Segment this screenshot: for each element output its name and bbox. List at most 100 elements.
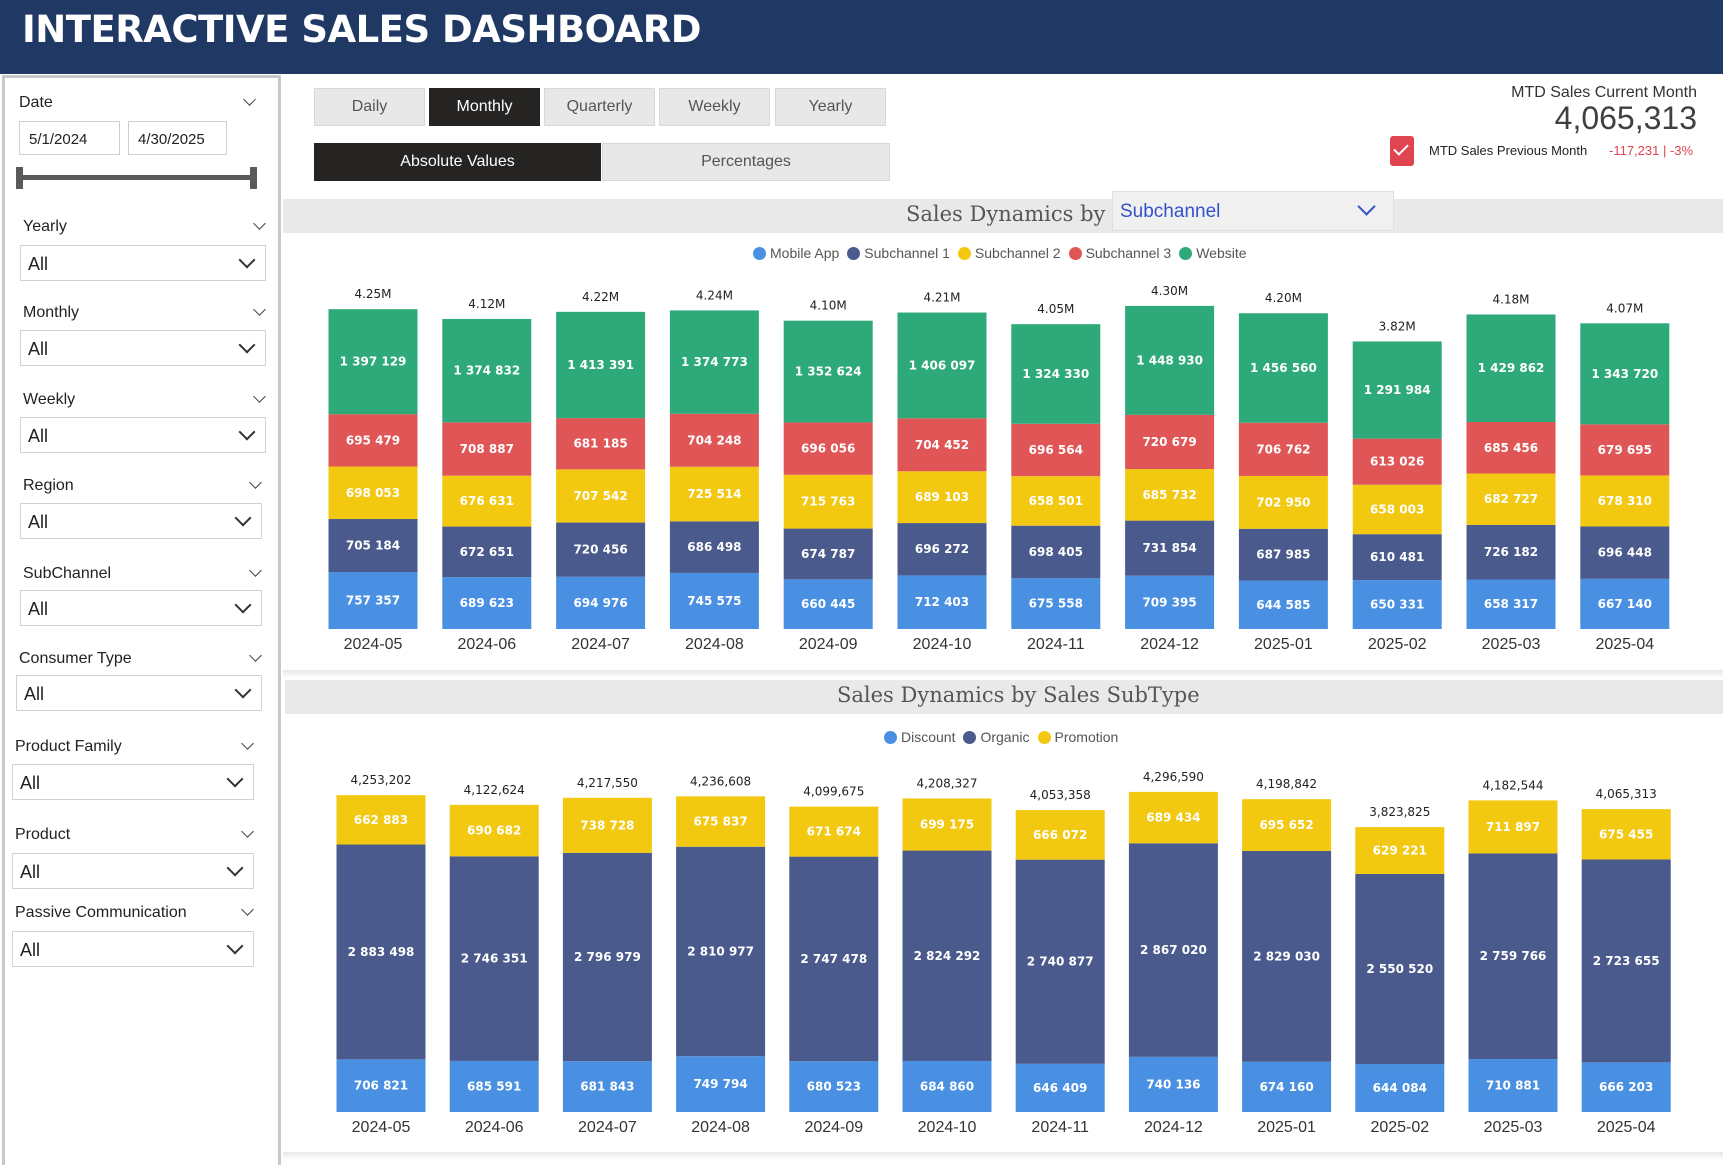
bar-segment-discount[interactable] (1581, 1062, 1671, 1112)
bar-segment-promotion[interactable] (676, 796, 766, 847)
bar-segment-subchannel-3[interactable] (1125, 414, 1215, 470)
bar-segment-mobile-app[interactable] (669, 572, 759, 629)
tab-quarterly[interactable]: Quarterly (544, 88, 655, 126)
bar-segment-mobile-app[interactable] (556, 576, 646, 629)
bar-segment-website[interactable] (783, 320, 873, 423)
bar-segment-organic[interactable] (789, 856, 879, 1062)
bar-segment-promotion[interactable] (1355, 827, 1445, 875)
bar-segment-subchannel-1[interactable] (897, 523, 987, 576)
bar-segment-website[interactable] (1011, 324, 1101, 424)
date-start-input[interactable]: 5/1/2024 (19, 121, 120, 155)
weekly-select[interactable]: All (20, 417, 266, 453)
bar-segment-subchannel-3[interactable] (1238, 422, 1328, 476)
bar-segment-promotion[interactable] (902, 798, 992, 851)
bar-segment-website[interactable] (1580, 323, 1670, 425)
bar-segment-mobile-app[interactable] (897, 575, 987, 629)
bar-segment-organic[interactable] (1128, 843, 1218, 1057)
bar-segment-promotion[interactable] (562, 797, 652, 853)
bar-segment-subchannel-3[interactable] (897, 418, 987, 472)
bar-segment-discount[interactable] (1468, 1059, 1558, 1112)
bar-segment-subchannel-3[interactable] (783, 422, 873, 475)
tab-percentages[interactable]: Percentages (602, 143, 890, 181)
bar-segment-website[interactable] (669, 310, 759, 414)
chevron-down-icon[interactable] (241, 825, 254, 838)
bar-segment-subchannel-1[interactable] (328, 519, 418, 573)
bar-segment-discount[interactable] (676, 1056, 766, 1112)
bar-segment-subchannel-2[interactable] (1580, 475, 1670, 527)
tab-weekly[interactable]: Weekly (659, 88, 770, 126)
bar-segment-discount[interactable] (336, 1059, 426, 1112)
bar-segment-mobile-app[interactable] (783, 579, 873, 629)
legend-item[interactable]: Subchannel 3 (1068, 245, 1171, 261)
bar-segment-discount[interactable] (449, 1060, 539, 1112)
bar-segment-promotion[interactable] (1242, 799, 1332, 852)
date-range-slider[interactable] (21, 175, 257, 180)
bar-segment-mobile-app[interactable] (1466, 579, 1556, 629)
bar-segment-subchannel-3[interactable] (1580, 424, 1670, 476)
bar-segment-subchannel-1[interactable] (1352, 534, 1442, 581)
passive-communication-select[interactable]: All (12, 931, 254, 967)
bar-segment-mobile-app[interactable] (1125, 575, 1215, 629)
bar-segment-subchannel-1[interactable] (669, 521, 759, 573)
region-select[interactable]: All (20, 503, 262, 539)
bar-segment-subchannel-2[interactable] (669, 466, 759, 522)
bar-segment-mobile-app[interactable] (1011, 578, 1101, 629)
bar-segment-subchannel-3[interactable] (1352, 438, 1442, 485)
consumer-type-select[interactable]: All (16, 675, 262, 711)
product-select[interactable]: All (12, 853, 254, 889)
slider-start-handle[interactable] (16, 167, 23, 189)
legend-item[interactable]: Promotion (1037, 729, 1118, 745)
bar-segment-subchannel-2[interactable] (1466, 473, 1556, 525)
bar-segment-website[interactable] (1238, 313, 1328, 423)
bar-segment-promotion[interactable] (1128, 791, 1218, 844)
bar-segment-subchannel-3[interactable] (1011, 423, 1101, 477)
bar-segment-subchannel-2[interactable] (556, 469, 646, 523)
legend-item[interactable]: Mobile App (753, 245, 839, 261)
bar-segment-discount[interactable] (1128, 1056, 1218, 1112)
bar-segment-subchannel-3[interactable] (328, 414, 418, 467)
bar-segment-organic[interactable] (1355, 874, 1445, 1065)
legend-item[interactable]: Subchannel 1 (847, 245, 950, 261)
bar-segment-subchannel-2[interactable] (1125, 469, 1215, 521)
tab-monthly[interactable]: Monthly (429, 88, 540, 126)
tab-absolute-values[interactable]: Absolute Values (314, 143, 601, 181)
date-end-input[interactable]: 4/30/2025 (128, 121, 227, 155)
bar-segment-subchannel-2[interactable] (328, 466, 418, 520)
bar-segment-promotion[interactable] (336, 795, 426, 845)
bar-segment-subchannel-1[interactable] (442, 526, 532, 578)
bar-segment-organic[interactable] (1242, 851, 1332, 1062)
chevron-down-icon[interactable] (241, 903, 254, 916)
chevron-down-icon[interactable] (253, 390, 266, 403)
bar-segment-promotion[interactable] (1015, 810, 1105, 860)
bar-segment-subchannel-2[interactable] (1238, 475, 1328, 529)
bar-segment-discount[interactable] (1015, 1063, 1105, 1112)
bar-segment-subchannel-1[interactable] (783, 528, 873, 580)
bar-segment-mobile-app[interactable] (1238, 580, 1328, 629)
bar-segment-promotion[interactable] (789, 806, 879, 857)
bar-segment-organic[interactable] (1468, 853, 1558, 1060)
bar-segment-subchannel-2[interactable] (442, 475, 532, 527)
bar-segment-subchannel-1[interactable] (556, 522, 646, 577)
chevron-down-icon[interactable] (249, 564, 262, 577)
bar-segment-organic[interactable] (336, 844, 426, 1060)
bar-segment-discount[interactable] (789, 1061, 879, 1112)
legend-item[interactable]: Discount (884, 729, 955, 745)
chevron-down-icon[interactable] (243, 93, 256, 106)
tab-daily[interactable]: Daily (314, 88, 425, 126)
bar-segment-promotion[interactable] (1468, 800, 1558, 854)
chevron-down-icon[interactable] (253, 217, 266, 230)
subchannel-select[interactable]: All (20, 590, 262, 626)
bar-segment-subchannel-1[interactable] (1125, 520, 1215, 576)
bar-segment-website[interactable] (1352, 341, 1442, 439)
bar-segment-website[interactable] (328, 309, 418, 415)
bar-segment-subchannel-1[interactable] (1011, 525, 1101, 579)
chevron-down-icon[interactable] (241, 737, 254, 750)
legend-item[interactable]: Website (1179, 245, 1247, 261)
legend-item[interactable]: Organic (963, 729, 1030, 745)
bar-segment-discount[interactable] (1242, 1061, 1332, 1112)
bar-segment-discount[interactable] (562, 1061, 652, 1112)
bar-segment-organic[interactable] (562, 852, 652, 1062)
bar-segment-subchannel-2[interactable] (1011, 476, 1101, 526)
monthly-select[interactable]: All (20, 330, 266, 366)
bar-segment-organic[interactable] (449, 856, 539, 1061)
